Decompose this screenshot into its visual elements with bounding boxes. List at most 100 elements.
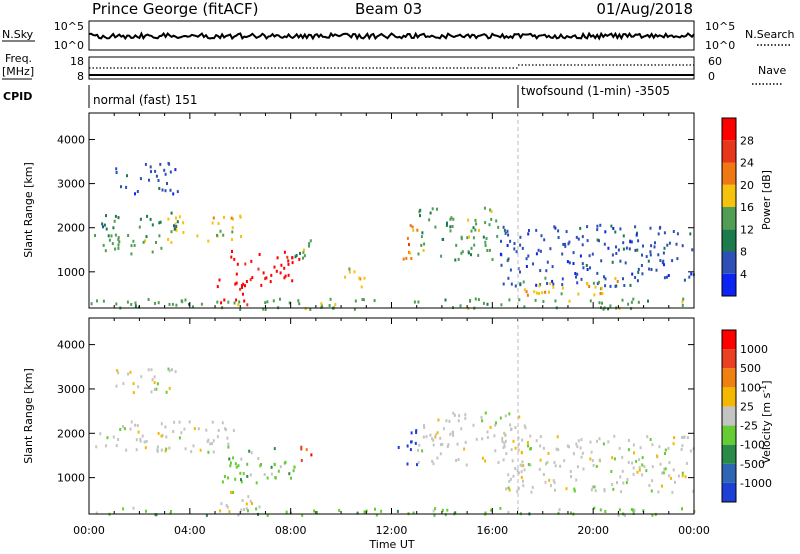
velocity-cell bbox=[246, 462, 249, 466]
velocity-cell bbox=[221, 480, 224, 484]
power-cell bbox=[169, 188, 172, 192]
power-cell bbox=[260, 283, 263, 287]
velocity-colorbar-swatch bbox=[722, 482, 736, 502]
velocity-cell bbox=[633, 451, 635, 455]
velocity-cell bbox=[664, 452, 666, 455]
power-cell bbox=[596, 228, 599, 232]
power-cell bbox=[564, 242, 566, 246]
power-cell bbox=[495, 219, 498, 223]
velocity-cell bbox=[638, 458, 641, 462]
power-region-7 bbox=[344, 267, 366, 289]
power-cell bbox=[586, 268, 589, 271]
power-cell bbox=[627, 302, 630, 306]
power-cell bbox=[216, 300, 219, 304]
power-cell bbox=[497, 225, 500, 229]
velocity-cell bbox=[273, 447, 276, 451]
velocity-cell bbox=[130, 420, 133, 424]
power-cell bbox=[120, 185, 122, 189]
nsearch-tick-top: 10^5 bbox=[705, 20, 735, 33]
power-cell bbox=[647, 299, 649, 303]
velocity-cell bbox=[227, 442, 230, 446]
power-cell bbox=[175, 303, 178, 307]
velocity-cell bbox=[617, 513, 620, 517]
power-cell bbox=[231, 238, 233, 241]
power-cell bbox=[272, 299, 275, 303]
velocity-cell bbox=[444, 513, 447, 517]
velocity-cell bbox=[674, 480, 676, 484]
power-cell bbox=[423, 242, 426, 246]
power-cell bbox=[533, 290, 536, 294]
power-cell bbox=[362, 298, 365, 302]
velocity-cell bbox=[632, 443, 635, 447]
velocity-cell bbox=[192, 444, 195, 448]
velocity-cell bbox=[594, 489, 597, 493]
power-colorbar-swatch bbox=[722, 162, 736, 185]
y-tick-label: 1000 bbox=[57, 266, 85, 279]
velocity-cell bbox=[375, 513, 378, 517]
velocity-cell bbox=[117, 371, 120, 375]
velocity-cell bbox=[137, 430, 140, 434]
velocity-cell bbox=[542, 446, 545, 450]
power-cell bbox=[262, 307, 265, 311]
power-cell bbox=[249, 278, 252, 282]
velocity-cell bbox=[621, 455, 624, 459]
velocity-cell bbox=[580, 455, 583, 459]
power-cell bbox=[251, 276, 254, 280]
velocity-cell bbox=[164, 449, 167, 453]
velocity-cell bbox=[168, 446, 171, 450]
velocity-cell bbox=[455, 459, 458, 462]
power-cell bbox=[155, 174, 158, 178]
velocity-cell bbox=[554, 488, 556, 492]
power-cell bbox=[535, 291, 538, 295]
velocity-colorbar-tick: -100 bbox=[740, 439, 765, 452]
power-cell bbox=[566, 260, 569, 264]
velocity-cell bbox=[529, 463, 532, 467]
power-cell bbox=[580, 277, 583, 281]
velocity-cell bbox=[356, 511, 359, 515]
velocity-cell bbox=[521, 464, 524, 468]
power-cell bbox=[666, 275, 668, 279]
power-cell bbox=[279, 297, 281, 301]
power-cell bbox=[526, 293, 529, 297]
power-cell bbox=[273, 265, 276, 269]
velocity-cell bbox=[514, 467, 517, 470]
velocity-cell bbox=[677, 474, 680, 478]
velocity-cell bbox=[145, 439, 148, 443]
power-colorbar-swatch bbox=[722, 229, 736, 252]
power-cell bbox=[231, 230, 234, 234]
power-cell bbox=[538, 284, 541, 288]
power-colorbar-tick: 20 bbox=[740, 179, 754, 192]
velocity-cell bbox=[227, 445, 230, 449]
velocity-cell bbox=[228, 510, 231, 514]
velocity-cell bbox=[659, 462, 662, 466]
power-cell bbox=[564, 244, 567, 248]
power-cell bbox=[642, 244, 644, 248]
power-cell bbox=[622, 241, 625, 245]
velocity-cell bbox=[590, 488, 593, 492]
power-cell bbox=[596, 282, 599, 286]
velocity-cell bbox=[247, 509, 249, 513]
velocity-cell bbox=[570, 511, 572, 515]
power-cell bbox=[637, 270, 640, 274]
velocity-cell bbox=[508, 488, 511, 492]
power-cell bbox=[506, 259, 509, 263]
velocity-cell bbox=[439, 436, 442, 440]
power-cell bbox=[220, 301, 223, 305]
velocity-cell bbox=[566, 444, 569, 448]
velocity-cell bbox=[604, 510, 607, 513]
power-cell bbox=[233, 301, 236, 305]
power-cell bbox=[127, 234, 130, 237]
velocity-cell bbox=[247, 495, 250, 499]
power-cell bbox=[518, 298, 521, 302]
velocity-cell bbox=[456, 442, 459, 446]
velocity-cell bbox=[156, 445, 159, 449]
power-cell bbox=[619, 259, 622, 263]
power-cell bbox=[287, 259, 290, 263]
power-cell bbox=[582, 266, 585, 270]
power-cell bbox=[358, 276, 361, 280]
power-cell bbox=[168, 302, 171, 306]
velocity-cell bbox=[300, 459, 303, 462]
date-label: 01/Aug/2018 bbox=[596, 0, 693, 18]
power-cell bbox=[662, 251, 665, 255]
power-cell bbox=[280, 263, 283, 267]
